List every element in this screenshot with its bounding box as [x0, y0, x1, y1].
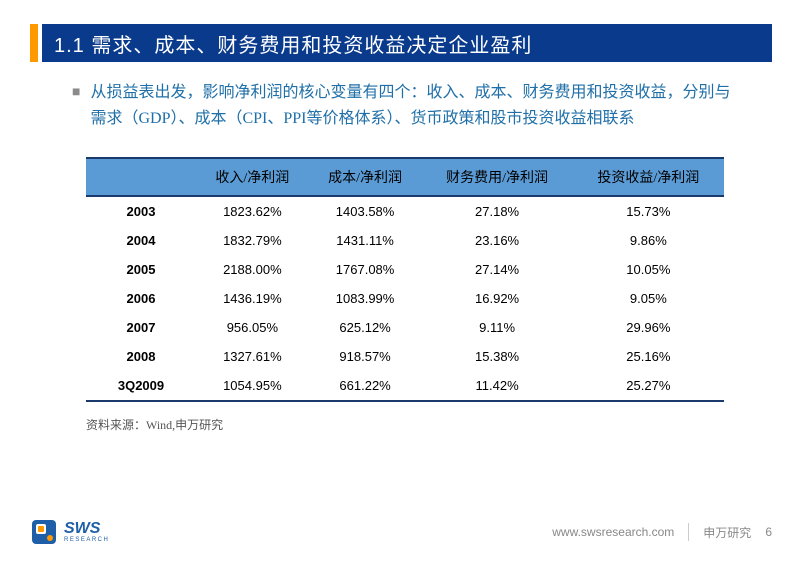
slide-title: 1.1 需求、成本、财务费用和投资收益决定企业盈利: [42, 24, 772, 62]
page-number: 6: [765, 525, 772, 539]
data-table: 收入/净利润 成本/净利润 财务费用/净利润 投资收益/净利润 2003 182…: [86, 157, 724, 402]
col-header: 财务费用/净利润: [421, 158, 572, 196]
table-row: 2007 956.05% 625.12% 9.11% 29.96%: [86, 313, 724, 342]
cell: 11.42%: [421, 371, 572, 401]
cell: 1436.19%: [196, 284, 309, 313]
cell: 1823.62%: [196, 196, 309, 226]
cell: 16.92%: [421, 284, 572, 313]
bullet-block: ■ 从损益表出发，影响净利润的核心变量有四个：收入、成本、财务费用和投资收益，分…: [72, 80, 742, 131]
cell: 27.18%: [421, 196, 572, 226]
logo-icon: [30, 518, 58, 546]
cell: 661.22%: [309, 371, 422, 401]
cell: 625.12%: [309, 313, 422, 342]
table-body: 2003 1823.62% 1403.58% 27.18% 15.73% 200…: [86, 196, 724, 401]
cell: 25.16%: [573, 342, 724, 371]
logo-sub-text: RESEARCH: [64, 537, 109, 543]
col-header: 投资收益/净利润: [573, 158, 724, 196]
cell: 15.38%: [421, 342, 572, 371]
cell: 1403.58%: [309, 196, 422, 226]
cell: 15.73%: [573, 196, 724, 226]
cell: 9.05%: [573, 284, 724, 313]
slide: 1.1 需求、成本、财务费用和投资收益决定企业盈利 ■ 从损益表出发，影响净利润…: [0, 0, 802, 567]
table-row: 2008 1327.61% 918.57% 15.38% 25.16%: [86, 342, 724, 371]
cell: 1431.11%: [309, 226, 422, 255]
cell-year: 2005: [86, 255, 196, 284]
logo: SWS RESEARCH: [30, 518, 109, 546]
cell: 1767.08%: [309, 255, 422, 284]
cell: 2188.00%: [196, 255, 309, 284]
col-header: [86, 158, 196, 196]
table-row: 2003 1823.62% 1403.58% 27.18% 15.73%: [86, 196, 724, 226]
table-row: 2006 1436.19% 1083.99% 16.92% 9.05%: [86, 284, 724, 313]
table-row: 2005 2188.00% 1767.08% 27.14% 10.05%: [86, 255, 724, 284]
cell: 1327.61%: [196, 342, 309, 371]
cell: 25.27%: [573, 371, 724, 401]
cell-year: 2008: [86, 342, 196, 371]
footer-url: www.swsresearch.com: [552, 525, 674, 539]
cell: 9.86%: [573, 226, 724, 255]
cell-year: 2004: [86, 226, 196, 255]
logo-text-block: SWS RESEARCH: [64, 521, 109, 543]
cell: 1054.95%: [196, 371, 309, 401]
cell: 956.05%: [196, 313, 309, 342]
cell-year: 2003: [86, 196, 196, 226]
cell: 918.57%: [309, 342, 422, 371]
title-accent: [30, 24, 38, 62]
footer-right: www.swsresearch.com 申万研究 6: [552, 523, 772, 541]
bullet-icon: ■: [72, 83, 80, 99]
cell: 1832.79%: [196, 226, 309, 255]
cell-year: 2006: [86, 284, 196, 313]
logo-main-text: SWS: [64, 521, 109, 537]
cell: 27.14%: [421, 255, 572, 284]
table-header-row: 收入/净利润 成本/净利润 财务费用/净利润 投资收益/净利润: [86, 158, 724, 196]
source-text: 资料来源：Wind,申万研究: [86, 416, 772, 433]
cell-year: 2007: [86, 313, 196, 342]
cell: 10.05%: [573, 255, 724, 284]
title-bar: 1.1 需求、成本、财务费用和投资收益决定企业盈利: [30, 24, 772, 62]
footer-separator: [688, 523, 689, 541]
bullet-text: 从损益表出发，影响净利润的核心变量有四个：收入、成本、财务费用和投资收益，分别与…: [90, 80, 742, 131]
table-row: 3Q2009 1054.95% 661.22% 11.42% 25.27%: [86, 371, 724, 401]
cell-year: 3Q2009: [86, 371, 196, 401]
cell: 1083.99%: [309, 284, 422, 313]
table-row: 2004 1832.79% 1431.11% 23.16% 9.86%: [86, 226, 724, 255]
col-header: 成本/净利润: [309, 158, 422, 196]
cell: 29.96%: [573, 313, 724, 342]
col-header: 收入/净利润: [196, 158, 309, 196]
footer: SWS RESEARCH www.swsresearch.com 申万研究 6: [0, 513, 802, 551]
cell: 23.16%: [421, 226, 572, 255]
footer-brand: 申万研究: [703, 524, 751, 541]
cell: 9.11%: [421, 313, 572, 342]
